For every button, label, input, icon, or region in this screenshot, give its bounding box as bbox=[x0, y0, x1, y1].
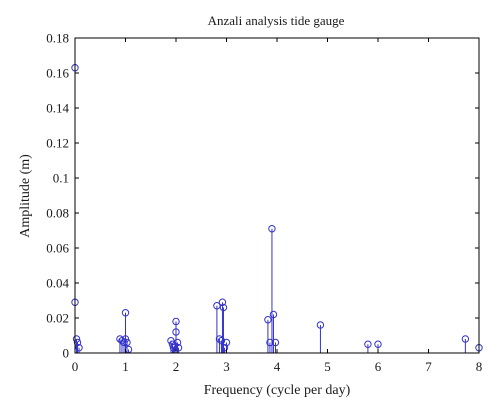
stem-point bbox=[174, 344, 183, 353]
stem-point bbox=[213, 302, 221, 353]
stem-point bbox=[124, 345, 133, 354]
stem-point bbox=[269, 310, 278, 353]
stem-marker bbox=[217, 337, 226, 345]
plot-frame bbox=[74, 37, 480, 354]
stem-point bbox=[219, 303, 228, 353]
stem-marker bbox=[316, 321, 325, 329]
stem-point bbox=[264, 316, 272, 353]
stem-marker bbox=[121, 309, 130, 317]
x-tick-label: 6 bbox=[375, 359, 382, 374]
stem-marker bbox=[269, 310, 278, 319]
x-tick-label: 4 bbox=[274, 359, 281, 374]
y-tick-label: 0.1 bbox=[53, 171, 69, 186]
stem-point bbox=[75, 344, 83, 353]
stem-marker bbox=[73, 338, 82, 347]
stem-marker bbox=[219, 303, 228, 312]
stem-marker bbox=[213, 302, 221, 310]
stem-marker bbox=[271, 338, 280, 347]
stem-marker bbox=[268, 225, 276, 233]
axis-ticks: 0 1 2 3 4 5 6 7 8 0 0.02 0.04 0.06 0.08 0.1 0.12 0.14 0.1… bbox=[46, 31, 482, 375]
x-axis-label: Frequency (cycle per day) bbox=[204, 383, 351, 398]
stem-point bbox=[268, 225, 276, 353]
y-tick-label: 0.18 bbox=[46, 31, 69, 46]
y-tick-label: 0.02 bbox=[46, 311, 69, 326]
stem-marker bbox=[364, 340, 372, 348]
y-tick-label: 0.08 bbox=[46, 206, 69, 221]
stem-marker bbox=[173, 338, 182, 347]
stem-marker bbox=[172, 317, 180, 326]
stem-point bbox=[73, 338, 82, 353]
stem-marker bbox=[72, 335, 81, 343]
x-tick-label: 8 bbox=[476, 359, 483, 374]
stem-marker bbox=[374, 340, 382, 348]
stem-marker bbox=[174, 344, 183, 352]
y-tick-label: 0.06 bbox=[46, 241, 69, 256]
y-tick-label: 0.14 bbox=[46, 101, 69, 116]
stem-point bbox=[316, 321, 325, 353]
stem-marker bbox=[123, 338, 131, 347]
x-tick-label: 0 bbox=[72, 359, 79, 374]
y-tick-label: 0 bbox=[63, 346, 70, 361]
y-tick-label: 0.12 bbox=[46, 136, 69, 151]
x-tick-label: 2 bbox=[173, 359, 180, 374]
stem-point bbox=[123, 338, 131, 353]
stem-marker bbox=[167, 337, 175, 345]
stem-marker bbox=[75, 344, 83, 352]
stem-marker bbox=[222, 338, 231, 347]
x-tick-label: 5 bbox=[324, 359, 331, 374]
stem-marker bbox=[172, 328, 180, 336]
x-tick-label: 3 bbox=[223, 359, 230, 374]
stem-marker bbox=[218, 298, 227, 306]
stem-marker bbox=[121, 335, 130, 343]
x-tick-label: 7 bbox=[425, 359, 432, 374]
x-tick-label: 1 bbox=[122, 359, 129, 374]
chart-title: Anzali analysis tide gauge bbox=[208, 13, 345, 28]
stem-marker bbox=[461, 335, 470, 343]
stem-series bbox=[71, 64, 483, 354]
y-tick-label: 0.16 bbox=[46, 66, 69, 81]
stem-point bbox=[271, 338, 280, 353]
stem-point bbox=[364, 340, 372, 353]
stem-point bbox=[461, 335, 470, 353]
y-axis-label: Amplitude (m) bbox=[18, 154, 33, 238]
y-tick-label: 0.04 bbox=[46, 276, 69, 291]
stem-marker bbox=[169, 344, 178, 352]
stem-marker bbox=[264, 316, 272, 324]
